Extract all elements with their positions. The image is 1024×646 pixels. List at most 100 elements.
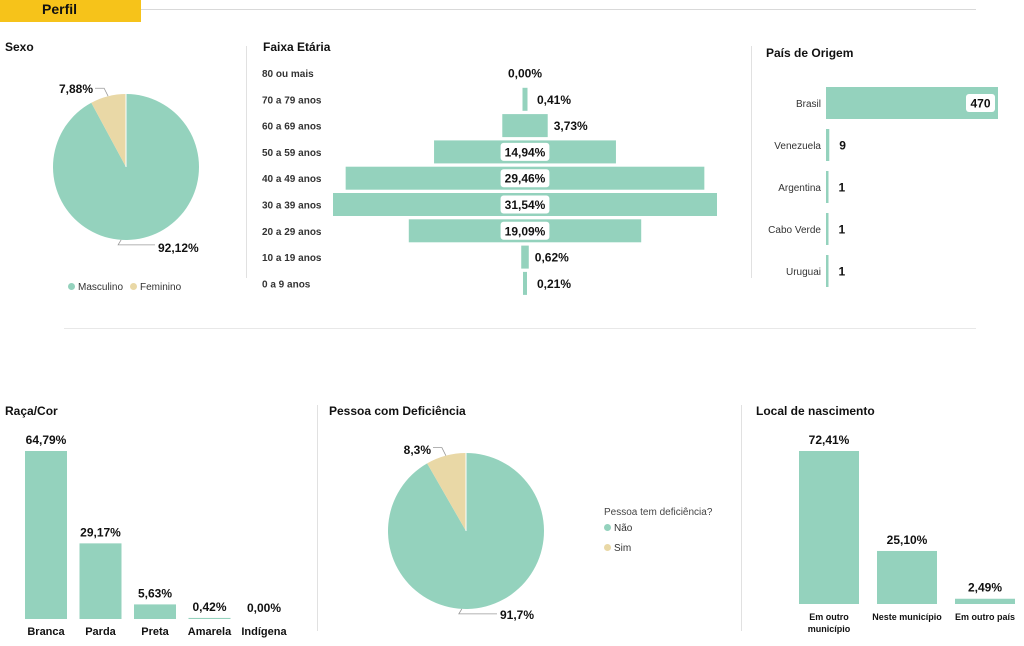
vbar xyxy=(25,451,67,619)
faixa-category-label: 30 a 39 anos xyxy=(262,201,322,212)
data-label: 3,73% xyxy=(554,119,588,133)
faixa-category-label: 50 a 59 anos xyxy=(262,148,322,159)
data-label: 0,00% xyxy=(508,67,542,81)
pie-slice-sim xyxy=(427,453,466,531)
faixa-title: Faixa Etária xyxy=(263,40,331,54)
data-label: 92,12% xyxy=(158,241,199,255)
pais-category-label: Cabo Verde xyxy=(768,225,821,236)
data-label: 91,7% xyxy=(500,608,534,622)
pais-origem-chart: Brasil 470 Venezuela 9 Argentina 1 Cabo Verde 1… xyxy=(768,87,998,287)
local-title: Local de nascimento xyxy=(756,404,875,418)
faixa-category-label: 80 ou mais xyxy=(262,69,314,80)
faixa-category-label: 70 a 79 anos xyxy=(262,95,322,106)
header-divider xyxy=(141,9,976,10)
leader-line xyxy=(433,447,447,456)
category-label: município xyxy=(808,624,851,634)
faixa-bar xyxy=(521,245,529,269)
legend-dot xyxy=(130,283,137,290)
data-label: 25,10% xyxy=(887,533,928,547)
data-label-box xyxy=(500,221,550,240)
sexo-title: Sexo xyxy=(5,40,34,54)
data-label: 1 xyxy=(839,265,846,279)
data-label: 64,79% xyxy=(26,433,67,447)
deficiencia-pie-chart: 91,7% 8,3% xyxy=(388,443,544,622)
pais-title: País de Origem xyxy=(766,46,854,60)
legend-dot xyxy=(68,283,75,290)
separator xyxy=(751,46,752,278)
pie-slice-feminino xyxy=(91,94,126,167)
faixa-etaria-chart: 80 ou mais 0,00% 70 a 79 anos 0,41% 60 a 69 … xyxy=(262,67,717,295)
vbar xyxy=(188,617,231,619)
pais-bar xyxy=(826,129,830,161)
deficiencia-legend-nao: Não xyxy=(604,523,632,534)
data-label: 1 xyxy=(839,223,846,237)
faixa-category-label: 10 a 19 anos xyxy=(262,253,322,264)
data-label: 1 xyxy=(839,181,846,195)
sexo-legend-feminino: Feminino xyxy=(130,282,181,293)
data-label: 470 xyxy=(970,97,990,111)
faixa-bar xyxy=(523,271,527,295)
pais-category-label: Brasil xyxy=(796,99,821,110)
faixa-category-label: 40 a 49 anos xyxy=(262,174,322,185)
data-label: 0,62% xyxy=(535,251,569,265)
pais-category-label: Uruguai xyxy=(786,267,821,278)
separator xyxy=(741,405,742,631)
sexo-legend-masculino: Masculino xyxy=(68,282,123,293)
data-label: 0,00% xyxy=(247,601,281,615)
category-label: Branca xyxy=(27,626,65,638)
faixa-bar xyxy=(522,87,528,111)
local-nascimento-chart: 72,41% Em outro município 25,10% Neste munic… xyxy=(799,433,1015,634)
data-label: 0,21% xyxy=(537,277,571,291)
leader-line xyxy=(458,608,497,615)
data-label: 14,94% xyxy=(505,145,546,159)
data-label: 7,88% xyxy=(59,82,93,96)
separator xyxy=(246,46,247,278)
separator xyxy=(317,405,318,631)
pais-bar xyxy=(826,213,829,245)
data-label-box xyxy=(500,195,550,214)
faixa-category-label: 60 a 69 anos xyxy=(262,122,322,133)
vbar xyxy=(877,550,937,604)
deficiencia-title: Pessoa com Deficiência xyxy=(329,404,466,418)
deficiencia-legend-title: Pessoa tem deficiência? xyxy=(604,507,713,518)
vbar xyxy=(134,604,176,619)
data-label: 19,09% xyxy=(505,224,546,238)
category-label: Amarela xyxy=(188,626,232,638)
legend-dot xyxy=(604,544,611,551)
vbar xyxy=(79,543,122,619)
leader-line xyxy=(95,87,109,97)
section-tab-label: Perfil xyxy=(42,1,78,17)
pais-bar xyxy=(826,255,829,287)
vbar xyxy=(799,451,859,604)
faixa-category-label: 0 a 9 anos xyxy=(262,279,311,290)
data-label-box xyxy=(966,94,995,112)
category-label: Neste município xyxy=(872,612,942,622)
faixa-category-label: 20 a 29 anos xyxy=(262,227,322,238)
category-label: Em outro xyxy=(809,612,849,622)
pais-category-label: Argentina xyxy=(778,183,821,194)
data-label-box xyxy=(500,142,550,161)
pais-category-label: Venezuela xyxy=(774,141,821,152)
row-divider xyxy=(64,328,976,329)
vbar xyxy=(955,598,1015,604)
data-label: 31,54% xyxy=(505,198,546,212)
data-label: 29,17% xyxy=(80,525,121,539)
section-tab[interactable]: Perfil xyxy=(0,0,141,22)
data-label: 8,3% xyxy=(404,443,432,457)
sexo-pie-chart: 92,12% 7,88% xyxy=(52,82,199,255)
data-label: 0,42% xyxy=(192,600,226,614)
pais-bar xyxy=(826,171,829,203)
data-label: 9 xyxy=(839,139,846,153)
faixa-bar xyxy=(502,114,548,138)
data-label: 72,41% xyxy=(809,433,850,447)
data-label: 29,46% xyxy=(505,172,546,186)
category-label: Indígena xyxy=(241,626,287,638)
pie-slice-masculino xyxy=(52,94,199,241)
category-label: Preta xyxy=(141,626,169,638)
raca-cor-chart: 64,79% Branca 29,17% Parda 5,63% Preta 0,42% Am… xyxy=(25,433,287,638)
category-label: Em outro país xyxy=(955,612,1015,622)
raca-title: Raça/Cor xyxy=(5,404,58,418)
data-label-box xyxy=(500,169,550,188)
legend-dot xyxy=(604,524,611,531)
data-label: 5,63% xyxy=(138,586,172,600)
